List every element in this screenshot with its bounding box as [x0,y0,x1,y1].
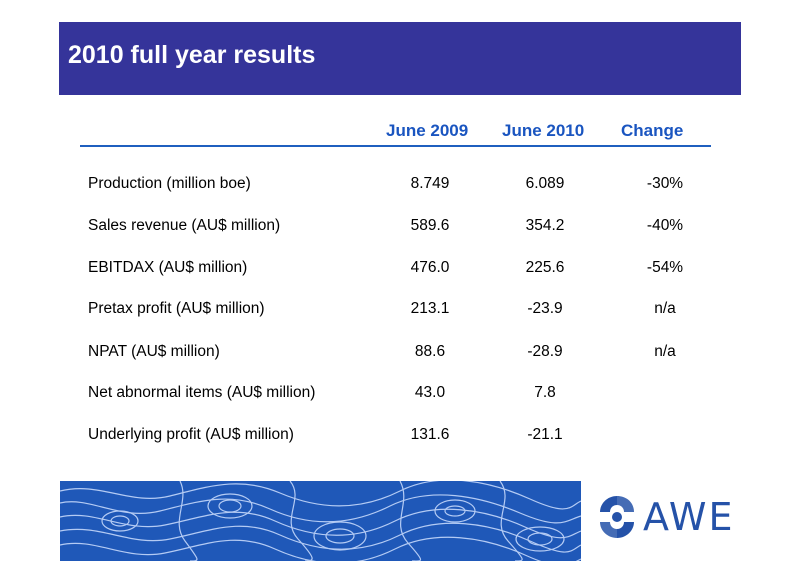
value-june-2010: -28.9 [527,343,563,360]
value-june-2009: 43.0 [414,384,446,401]
value-june-2010: 225.6 [525,259,565,276]
column-header-june-2010: June 2010 [502,121,585,140]
value-june-2010: 7.8 [534,384,556,401]
title-bar: 2010 full year results [59,22,741,95]
value-june-2010: 354.2 [525,217,565,234]
table-row: Pretax profit (AU$ million) 213.1 -23.9 … [0,300,800,322]
awe-logo-text: AWE [643,495,735,539]
value-change: n/a [654,300,676,317]
row-label: Net abnormal items (AU$ million) [88,384,316,401]
slide-title: 2010 full year results [68,41,316,69]
value-june-2010: -23.9 [527,300,563,317]
value-change: -40% [646,217,684,234]
value-change: n/a [654,343,676,360]
table-row: Sales revenue (AU$ million) 589.6 354.2 … [0,217,800,239]
value-june-2009: 8.749 [410,175,450,192]
value-june-2009: 88.6 [414,343,446,360]
row-label: Underlying profit (AU$ million) [88,426,294,443]
awe-logo-mark-icon [600,496,634,538]
value-change: -54% [646,259,684,276]
row-label: Production (million boe) [88,175,251,192]
table-row: Underlying profit (AU$ million) 131.6 -2… [0,426,800,448]
table-row: Net abnormal items (AU$ million) 43.0 7.… [0,384,800,406]
contour-map-banner [60,481,581,561]
row-label: NPAT (AU$ million) [88,343,220,360]
contour-lines-graphic [60,481,581,561]
table-row: EBITDAX (AU$ million) 476.0 225.6 -54% [0,259,800,281]
column-header-june-2009: June 2009 [386,121,469,140]
value-june-2010: -21.1 [527,426,563,443]
table-row: NPAT (AU$ million) 88.6 -28.9 n/a [0,343,800,365]
value-june-2010: 6.089 [525,175,565,192]
value-june-2009: 589.6 [410,217,450,234]
row-label: Sales revenue (AU$ million) [88,217,281,234]
value-june-2009: 131.6 [410,426,450,443]
value-change: -30% [646,175,684,192]
awe-logo: AWE [597,492,737,542]
column-header-change: Change [621,121,684,140]
value-june-2009: 476.0 [410,259,450,276]
table-row: Production (million boe) 8.749 6.089 -30… [0,175,800,197]
value-june-2009: 213.1 [410,300,450,317]
row-label: EBITDAX (AU$ million) [88,259,248,276]
header-underline [80,145,711,147]
row-label: Pretax profit (AU$ million) [88,300,265,317]
